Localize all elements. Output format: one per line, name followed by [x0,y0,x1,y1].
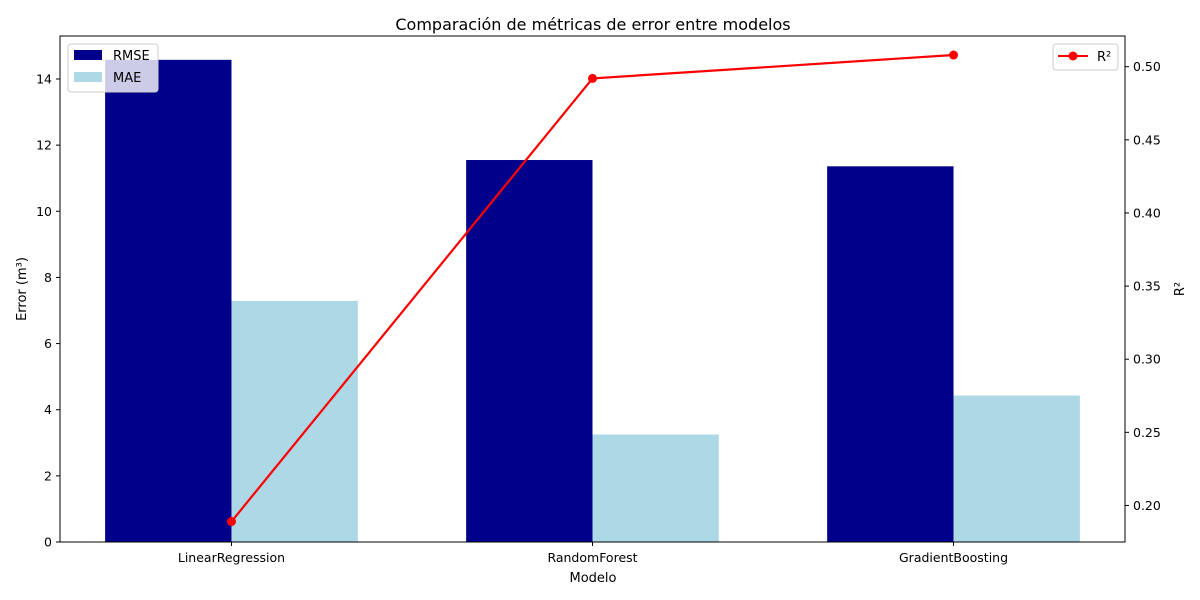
legend-line: R² [1052,43,1119,71]
y-right-tick-label: 0.45 [1133,132,1161,147]
y-right-tick-label: 0.25 [1133,425,1161,440]
y-axis-left-label: Error (m³) [15,257,30,321]
line-layer [226,50,959,527]
x-tick-label-gradientboosting: GradientBoosting [899,550,1008,565]
bar-mae-randomforest [592,434,719,542]
legend-label-mae: MAE [113,71,141,86]
y-right-tick-label: 0.40 [1133,205,1161,220]
y-right-tick-label: 0.50 [1133,59,1161,74]
bar-mae-gradientboosting [953,395,1080,542]
legend-marker-r2 [1068,51,1078,61]
bar-rmse-randomforest [466,160,593,543]
y-right-tick-label: 0.20 [1133,498,1161,513]
legend-swatch-mae [74,72,102,82]
point-r2-linearregression [226,517,236,527]
y-left-tick-label: 0 [44,535,52,550]
x-axis-label: Modelo [570,571,617,586]
legend-bars: RMSE MAE [67,43,159,93]
y-right-tick-label: 0.30 [1133,352,1161,367]
chart-title: Comparación de métricas de error entre m… [395,15,790,34]
y-left-tick-label: 6 [44,336,52,351]
legend-swatch-rmse [74,50,102,60]
bar-rmse-linearregression [105,59,232,542]
y-left-tick-label: 4 [44,402,52,417]
legend-label-r2: R² [1097,50,1111,65]
y-axis-right: 0.20 0.25 0.30 0.35 0.40 0.45 0.50 [1125,59,1161,513]
y-left-tick-label: 8 [44,270,52,285]
y-left-tick-label: 14 [36,71,52,86]
point-r2-gradientboosting [949,50,959,60]
bars-layer [105,59,1080,543]
y-left-tick-label: 2 [44,468,52,483]
y-axis-left: 0 2 4 6 8 10 12 14 [36,71,60,550]
y-left-tick-label: 10 [36,204,52,219]
y-right-tick-label: 0.35 [1133,279,1161,294]
bar-mae-linearregression [231,300,358,542]
bar-rmse-gradientboosting [827,166,954,542]
x-axis: LinearRegression RandomForest GradientBoos… [178,542,1008,565]
point-r2-randomforest [588,73,597,83]
x-tick-label-randomforest: RandomForest [547,550,637,565]
legend-label-rmse: RMSE [113,49,150,64]
y-axis-right-label: R² [1173,282,1188,296]
x-tick-label-linearregression: LinearRegression [178,550,285,565]
y-left-tick-label: 12 [36,138,52,153]
